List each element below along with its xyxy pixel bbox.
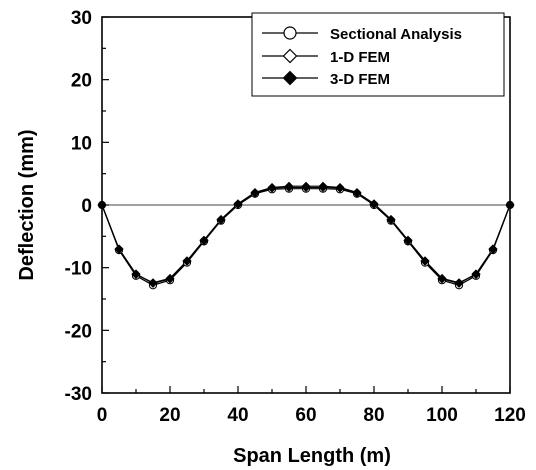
data-point-3-d-fem bbox=[114, 244, 124, 255]
y-tick-label: 0 bbox=[81, 196, 92, 217]
legend-marker-diamond-open bbox=[282, 48, 298, 64]
data-point-3-d-fem bbox=[437, 273, 447, 283]
data-point-3-d-fem bbox=[318, 181, 328, 191]
data-point-3-d-fem bbox=[97, 200, 107, 210]
legend-label-sectional-analysis: Sectional Analysis bbox=[330, 26, 462, 43]
legend-marker-diamond-filled bbox=[282, 70, 298, 86]
data-point-3-d-fem bbox=[301, 181, 311, 191]
series-line-1-d-fem bbox=[101, 186, 511, 284]
x-tick-label: 40 bbox=[227, 405, 248, 426]
x-tick-label: 0 bbox=[97, 405, 108, 426]
data-point-3-d-fem bbox=[352, 187, 362, 197]
x-tick-label: 60 bbox=[295, 405, 316, 426]
x-tick-label: 100 bbox=[426, 405, 458, 426]
data-point-3-d-fem bbox=[471, 270, 481, 280]
data-point-3-d-fem bbox=[284, 181, 294, 191]
data-point-3-d-fem bbox=[454, 278, 464, 288]
data-point-3-d-fem bbox=[420, 256, 430, 266]
legend-label-3d-fem: 3-D FEM bbox=[330, 71, 390, 88]
x-tick-label: 80 bbox=[363, 405, 384, 426]
data-point-3-d-fem bbox=[148, 278, 158, 288]
legend-label-1d-fem: 1-D FEM bbox=[330, 49, 390, 66]
series-line-sectional-analysis bbox=[101, 188, 511, 286]
y-tick-label: -30 bbox=[65, 384, 92, 405]
x-tick-label: 120 bbox=[494, 405, 526, 426]
data-point-3-d-fem bbox=[216, 214, 226, 224]
data-point-3-d-fem bbox=[335, 182, 345, 192]
y-tick-label: -10 bbox=[65, 259, 92, 280]
data-point-3-d-fem bbox=[386, 214, 396, 224]
data-point-3-d-fem bbox=[403, 235, 413, 245]
series-line-3-d-fem bbox=[101, 185, 511, 284]
data-point-3-d-fem bbox=[165, 273, 175, 283]
y-axis-title: Deflection (mm) bbox=[16, 129, 38, 280]
legend-marker-circle-open bbox=[283, 26, 297, 40]
legend-entry-1d-fem: 1-D FEM bbox=[262, 48, 390, 66]
legend-entry-3d-fem: 3-D FEM bbox=[262, 70, 390, 88]
y-tick-label: 10 bbox=[71, 133, 92, 154]
data-point-3-d-fem bbox=[199, 235, 209, 245]
legend: Sectional Analysis 1-D FEM 3-D FEM bbox=[251, 12, 505, 97]
y-tick-label: 20 bbox=[71, 71, 92, 92]
data-point-3-d-fem bbox=[131, 270, 141, 280]
legend-entry-sectional-analysis: Sectional Analysis bbox=[262, 26, 462, 43]
y-tick-label: 30 bbox=[71, 8, 92, 29]
data-point-3-d-fem bbox=[233, 199, 243, 209]
data-point-3-d-fem bbox=[182, 256, 192, 266]
data-point-3-d-fem bbox=[505, 200, 515, 210]
data-point-3-d-fem bbox=[267, 182, 277, 192]
data-point-3-d-fem bbox=[488, 244, 498, 255]
x-axis-title: Span Length (m) bbox=[233, 445, 391, 467]
y-tick-label: -20 bbox=[65, 321, 92, 342]
data-point-3-d-fem bbox=[369, 199, 379, 209]
x-tick-label: 20 bbox=[159, 405, 180, 426]
data-point-3-d-fem bbox=[250, 187, 260, 197]
